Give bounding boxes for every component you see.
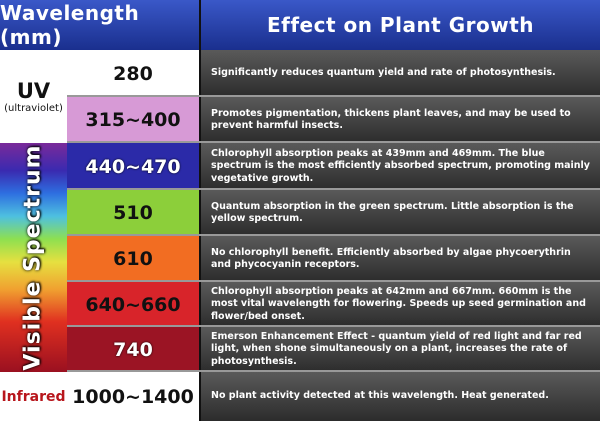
wavelength-cell: 510 (67, 190, 199, 236)
band-visible-label: Visible Spectrum (21, 144, 47, 371)
wavelength-cell: 440~470 (67, 143, 199, 190)
row-divider (67, 234, 600, 236)
effect-cell: No chlorophyll benefit. Efficiently abso… (201, 236, 600, 282)
band-uv: UV (ultraviolet) (0, 50, 67, 143)
wavelength-cell: 740 (67, 327, 199, 372)
table-row: 640~660 Chlorophyll absorption peaks at 6… (67, 282, 600, 327)
band-visible-spectrum: Visible Spectrum (0, 143, 67, 372)
row-divider (67, 370, 600, 372)
wavelength-cell: 315~400 (67, 97, 199, 143)
band-infrared-label: Infrared (1, 388, 66, 405)
header-effect: Effect on Plant Growth (201, 0, 600, 50)
header-wavelength: Wavelength (mm) (0, 0, 199, 50)
effect-cell: Chlorophyll absorption peaks at 439mm an… (201, 143, 600, 190)
table-row: 315~400 Promotes pigmentation, thickens p… (67, 97, 600, 143)
wavelength-cell: 1000~1400 (67, 372, 199, 421)
wavelength-cell: 640~660 (67, 282, 199, 327)
effect-cell: Emerson Enhancement Effect - quantum yie… (201, 327, 600, 372)
table-row: 440~470 Chlorophyll absorption peaks at 4… (67, 143, 600, 190)
effect-cell: No plant activity detected at this wavel… (201, 372, 600, 421)
row-divider (67, 325, 600, 327)
table-row: 740 Emerson Enhancement Effect - quantum … (67, 327, 600, 372)
wavelength-cell: 610 (67, 236, 199, 282)
band-uv-title: UV (16, 79, 51, 103)
band-infrared: Infrared (0, 372, 67, 421)
effect-cell: Chlorophyll absorption peaks at 642mm an… (201, 282, 600, 327)
row-divider (67, 188, 600, 190)
row-divider (67, 280, 600, 282)
effect-cell: Promotes pigmentation, thickens plant le… (201, 97, 600, 143)
band-uv-subtitle: (ultraviolet) (4, 103, 63, 114)
table-row: 280 Significantly reduces quantum yield a… (67, 50, 600, 97)
effect-cell: Significantly reduces quantum yield and … (201, 50, 600, 97)
table-row: 510 Quantum absorption in the green spect… (67, 190, 600, 236)
table-row: 610 No chlorophyll benefit. Efficiently a… (67, 236, 600, 282)
row-divider (67, 141, 600, 143)
table-row: 1000~1400 No plant activity detected at t… (67, 372, 600, 421)
row-divider (67, 95, 600, 97)
effect-cell: Quantum absorption in the green spectrum… (201, 190, 600, 236)
wavelength-cell: 280 (67, 50, 199, 97)
